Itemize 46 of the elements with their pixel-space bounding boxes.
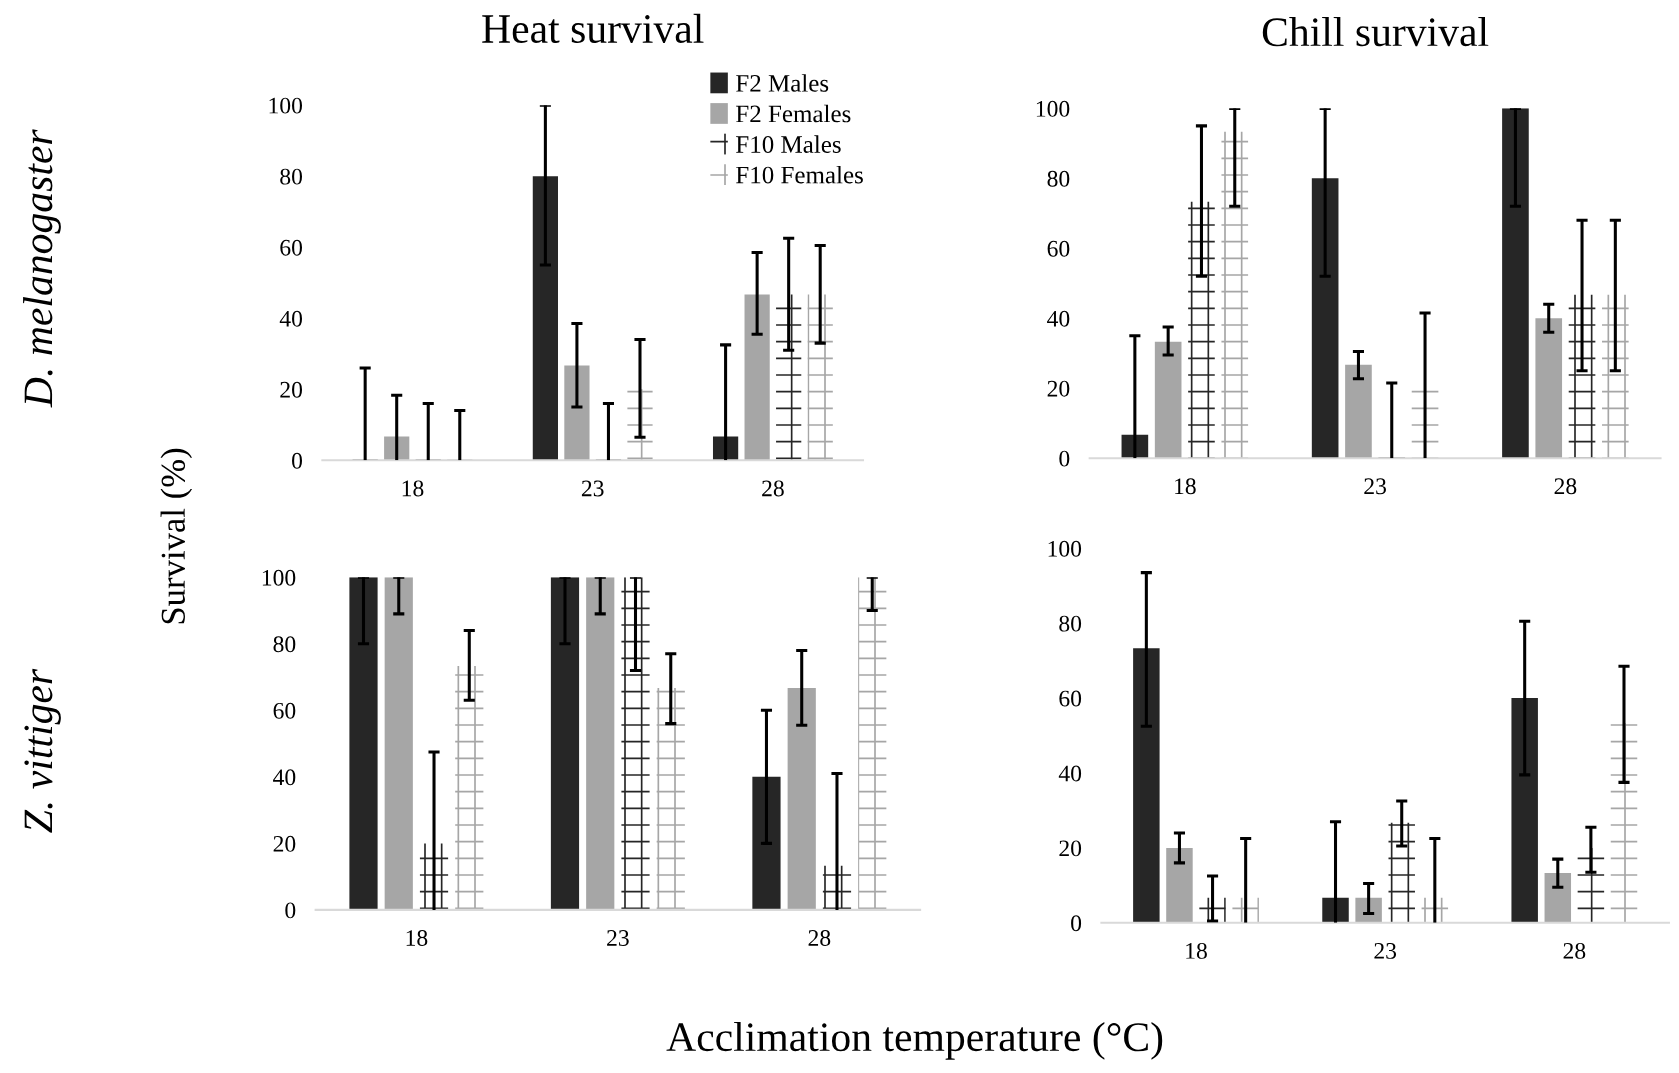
y-tick-label: 100 [1036, 100, 1070, 117]
y-tick-label: 60 [1047, 240, 1070, 257]
x-tick-label: 28 [762, 480, 784, 497]
y-tick-label: 100 [1048, 540, 1082, 557]
legend-label: F10 Males [736, 135, 841, 153]
x-tick-label: 18 [1186, 942, 1207, 959]
x-tick-label: 23 [1364, 478, 1386, 495]
y-tick-label: 20 [273, 835, 296, 852]
y-tick-label: 100 [262, 569, 296, 586]
y-tick-label: 60 [1059, 690, 1082, 707]
y-tick-label: 40 [279, 310, 303, 327]
y-tick-label: 80 [1047, 170, 1070, 187]
x-tick-label: 28 [1563, 942, 1586, 959]
x-axis-title: Acclimation temperature (°C) [666, 1021, 1163, 1060]
x-tick-label: 18 [1175, 478, 1196, 495]
y-tick-label: 80 [1059, 615, 1082, 632]
y-tick-label: 0 [1059, 450, 1070, 467]
legend-label: F10 Females [736, 165, 863, 184]
y-tick-label: 80 [273, 636, 296, 653]
y-tick-label: 60 [273, 702, 296, 719]
y-tick-label: 80 [280, 168, 303, 185]
chart-title: Chill survival [1262, 16, 1489, 47]
y-tick-label: 20 [1047, 380, 1070, 397]
x-tick-label: 23 [1374, 942, 1397, 959]
y-tick-label: 20 [280, 381, 303, 398]
y-axis-title: Survival (%) [160, 448, 193, 624]
x-tick-label: 23 [581, 480, 604, 497]
x-tick-label: 28 [1554, 478, 1577, 495]
y-tick-label: 40 [273, 769, 296, 786]
y-tick-label: 0 [285, 902, 296, 919]
legend-label: F2 Males [736, 74, 829, 92]
chart-title: Heat survival [482, 13, 704, 44]
x-tick-label: 23 [607, 930, 629, 946]
y-tick-label: 20 [1059, 840, 1082, 857]
y-tick-label: 60 [280, 239, 303, 256]
y-tick-label: 0 [1071, 915, 1082, 932]
y-tick-label: 40 [1047, 310, 1070, 327]
y-tick-label: 40 [1058, 765, 1082, 782]
x-tick-label: 18 [406, 930, 428, 946]
x-tick-label: 18 [402, 480, 424, 497]
text: D. melanogaster [23, 129, 61, 408]
text: Z. vittiger [24, 668, 61, 833]
x-tick-label: 28 [808, 930, 831, 946]
y-tick-label: 100 [269, 97, 303, 114]
y-tick-label: 0 [292, 452, 303, 469]
legend-label: F2 Females [736, 104, 851, 123]
